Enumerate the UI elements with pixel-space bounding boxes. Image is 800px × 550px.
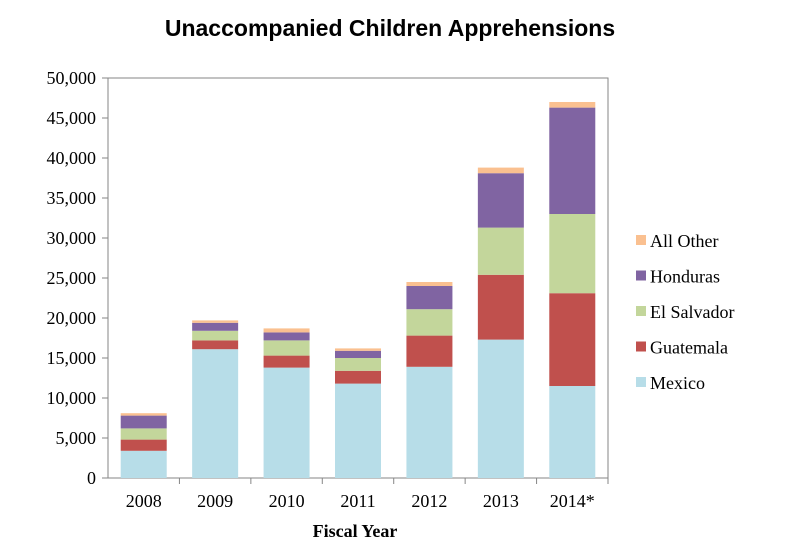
y-tick-label: 20,000 (47, 308, 97, 328)
bar-segment-guatemala-2010 (263, 355, 310, 368)
x-tick-label: 2012 (411, 491, 447, 511)
bar-segment-all-other-2012 (406, 282, 453, 286)
legend-label-honduras: Honduras (650, 267, 720, 287)
y-tick-label: 0 (87, 468, 96, 488)
x-tick-label: 2010 (269, 491, 305, 511)
bar-segment-honduras-2011 (335, 350, 381, 358)
legend-swatch-honduras (636, 270, 646, 281)
bar-segment-el-salvador-2011 (335, 358, 381, 371)
bar-segment-mexico-2011 (335, 383, 381, 478)
y-tick-label: 15,000 (47, 348, 97, 368)
bar-segment-honduras-2013 (477, 173, 524, 228)
x-tick-label: 2008 (126, 491, 162, 511)
bar-segment-guatemala-2012 (406, 335, 453, 367)
y-tick-label: 10,000 (47, 388, 97, 408)
bar-segment-honduras-2009 (192, 322, 239, 331)
legend-swatch-all-other (636, 235, 646, 245)
bar-segment-guatemala-2011 (335, 370, 381, 384)
bar-segment-el-salvador-2010 (263, 340, 310, 356)
legend-swatch-mexico (636, 377, 646, 387)
bar-segment-mexico-2014 (549, 386, 596, 478)
bar-segment-all-other-2010 (263, 328, 310, 333)
bar-segment-guatemala-2009 (192, 340, 239, 350)
bar-segment-all-other-2014 (549, 102, 596, 108)
bar-segment-el-salvador-2013 (477, 227, 524, 275)
bar-segment-all-other-2009 (192, 320, 239, 323)
bar-segment-guatemala-2008 (120, 439, 167, 451)
bar-segment-all-other-2013 (477, 167, 524, 174)
y-tick-label: 45,000 (47, 108, 97, 128)
bar-segment-mexico-2009 (192, 349, 239, 478)
y-tick-label: 30,000 (47, 228, 97, 248)
x-axis: 2008 2009 2010 2011 2012 2013 2014* (126, 478, 609, 511)
bar-segment-el-salvador-2012 (406, 309, 453, 336)
legend: All Other Honduras El Salvador Guatemala Mex… (636, 231, 734, 393)
bar-segment-mexico-2008 (120, 450, 167, 478)
legend-swatch-guatemala (636, 341, 646, 352)
legend-label-mexico: Mexico (650, 373, 705, 393)
chart-title: Unaccompanied Children Apprehensions (165, 15, 615, 41)
bar-segment-el-salvador-2014 (549, 214, 596, 294)
bar-segment-el-salvador-2008 (120, 428, 167, 440)
bar-segment-honduras-2008 (120, 415, 167, 429)
bar-segment-guatemala-2013 (477, 274, 524, 340)
y-tick-label: 25,000 (47, 268, 97, 288)
legend-label-all-other: All Other (650, 231, 718, 251)
bar-segment-all-other-2008 (120, 413, 167, 416)
bar-segment-guatemala-2014 (549, 293, 596, 386)
legend-label-el-salvador: El Salvador (650, 302, 734, 322)
y-axis: 0 5,000 10,000 15,000 20,000 25,000 30,000 35,0… (47, 68, 108, 488)
legend-swatch-el-salvador (636, 306, 646, 316)
legend-label-guatemala: Guatemala (650, 338, 728, 358)
bar-segment-el-salvador-2009 (192, 330, 239, 341)
y-tick-label: 50,000 (47, 68, 97, 88)
bar-segment-all-other-2011 (335, 348, 381, 351)
x-axis-label: Fiscal Year (313, 521, 398, 541)
bar-segment-mexico-2013 (477, 339, 524, 478)
y-tick-label: 5,000 (56, 428, 97, 448)
bar-segment-mexico-2010 (263, 367, 310, 478)
bars (120, 102, 596, 478)
bar-segment-mexico-2012 (406, 366, 453, 478)
x-tick-label: 2011 (340, 491, 375, 511)
x-tick-label: 2009 (197, 491, 233, 511)
bar-segment-honduras-2012 (406, 286, 453, 310)
y-tick-label: 35,000 (47, 188, 97, 208)
bar-segment-honduras-2010 (263, 332, 310, 341)
y-tick-label: 40,000 (47, 148, 97, 168)
bar-segment-honduras-2014 (549, 107, 596, 214)
x-tick-label: 2013 (483, 491, 519, 511)
x-tick-label: 2014* (550, 491, 595, 511)
